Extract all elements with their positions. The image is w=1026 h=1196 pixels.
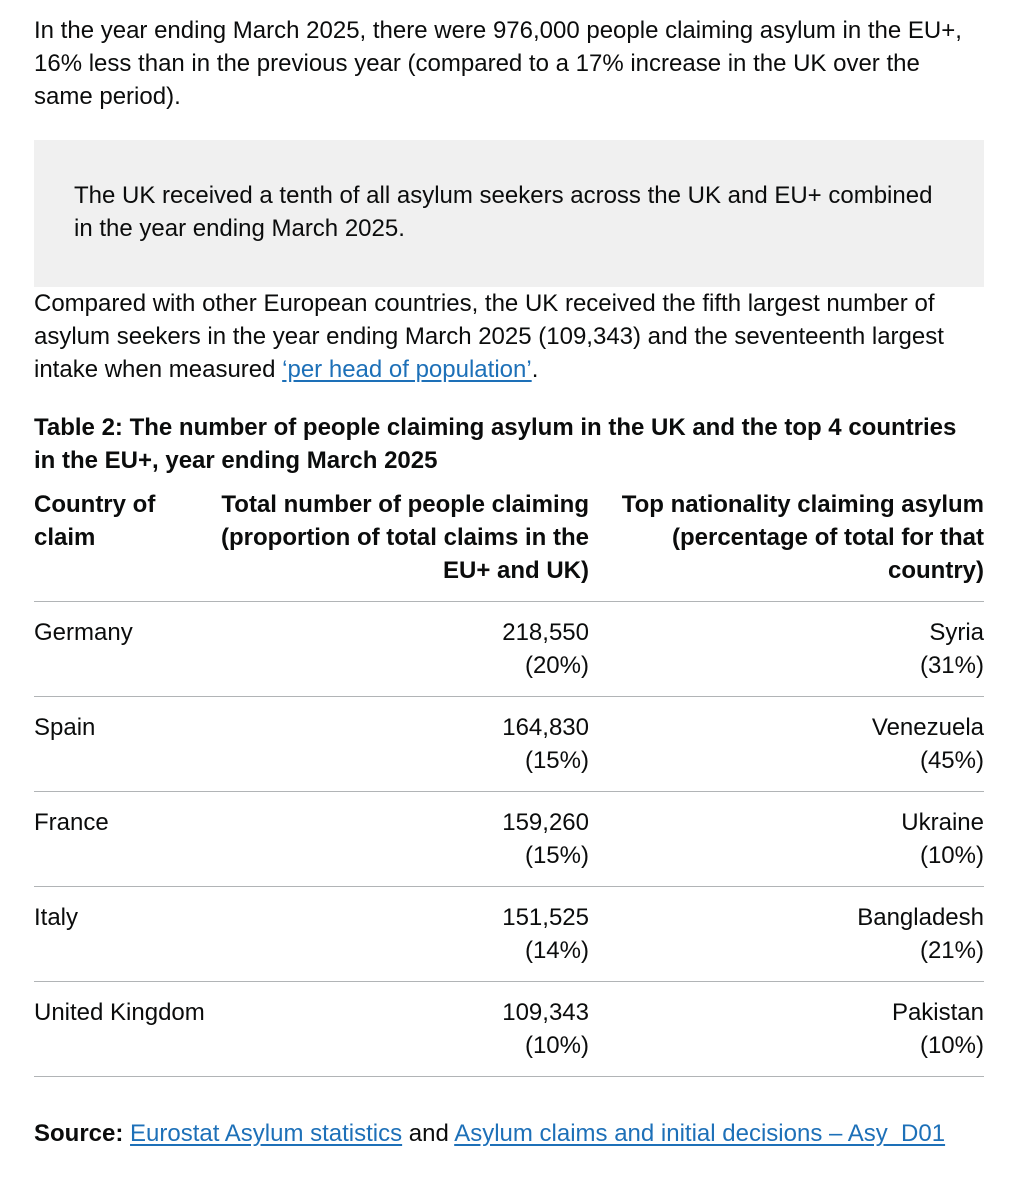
- cell-nationality: Venezuela (45%): [589, 696, 984, 792]
- total-percent: (20%): [524, 652, 589, 679]
- cell-country: United Kingdom: [34, 981, 209, 1077]
- total-value: 159,260: [502, 809, 589, 836]
- callout-box: The UK received a tenth of all asylum se…: [34, 140, 984, 287]
- asylum-claims-link[interactable]: Asylum claims and initial decisions – As…: [454, 1120, 946, 1147]
- header-nationality: Top nationality claiming asylum (percent…: [589, 488, 984, 602]
- intro-paragraph: In the year ending March 2025, there wer…: [34, 17, 962, 110]
- total-percent: (14%): [524, 937, 589, 964]
- table-caption: Table 2: The number of people claiming a…: [34, 414, 957, 474]
- table-row: United Kingdom 109,343 (10%) Pakistan (10%…: [34, 981, 984, 1077]
- cell-nationality: Bangladesh (21%): [589, 886, 984, 982]
- table-row: Spain 164,830 (15%) Venezuela (45%): [34, 696, 984, 792]
- nationality-percent: (31%): [919, 652, 984, 679]
- cell-total: 164,830 (15%): [209, 696, 589, 792]
- total-percent: (15%): [524, 747, 589, 774]
- cell-country: Germany: [34, 601, 209, 697]
- cell-country: Italy: [34, 886, 209, 982]
- cell-total: 159,260 (15%): [209, 791, 589, 887]
- asylum-table: Country of claim Total number of people …: [34, 488, 984, 1077]
- nationality-percent: (45%): [919, 747, 984, 774]
- nationality-value: Bangladesh: [857, 904, 984, 931]
- nationality-value: Venezuela: [871, 714, 984, 741]
- nationality-percent: (21%): [919, 937, 984, 964]
- cell-total: 151,525 (14%): [209, 886, 589, 982]
- table-row: Germany 218,550 (20%) Syria (31%): [34, 601, 984, 697]
- comparison-paragraph: Compared with other European countries, …: [34, 287, 984, 386]
- total-percent: (15%): [524, 842, 589, 869]
- cell-nationality: Pakistan (10%): [589, 981, 984, 1077]
- source-label: Source:: [34, 1120, 124, 1147]
- per-head-of-population-link[interactable]: ‘per head of population’: [282, 356, 532, 383]
- table-header-row: Country of claim Total number of people …: [34, 488, 984, 602]
- header-total: Total number of people claiming (proport…: [209, 488, 589, 602]
- comparison-text: Compared with other European countries, …: [34, 290, 944, 383]
- total-percent: (10%): [524, 1032, 589, 1059]
- nationality-value: Pakistan: [891, 999, 984, 1026]
- cell-country: France: [34, 791, 209, 887]
- cell-total: 109,343 (10%): [209, 981, 589, 1077]
- page: In the year ending March 2025, there wer…: [34, 17, 984, 1150]
- table-row: France 159,260 (15%) Ukraine (10%): [34, 791, 984, 887]
- source-line: Source: Eurostat Asylum statistics and A…: [34, 1117, 984, 1150]
- nationality-percent: (10%): [919, 1032, 984, 1059]
- total-value: 151,525: [502, 904, 589, 931]
- eurostat-link[interactable]: Eurostat Asylum statistics: [130, 1120, 403, 1147]
- cell-country: Spain: [34, 696, 209, 792]
- header-country: Country of claim: [34, 488, 209, 602]
- nationality-percent: (10%): [919, 842, 984, 869]
- total-value: 218,550: [502, 619, 589, 646]
- total-value: 109,343: [502, 999, 589, 1026]
- nationality-value: Ukraine: [901, 809, 984, 836]
- cell-total: 218,550 (20%): [209, 601, 589, 697]
- nationality-value: Syria: [929, 619, 984, 646]
- callout-text: The UK received a tenth of all asylum se…: [74, 182, 933, 242]
- cell-nationality: Syria (31%): [589, 601, 984, 697]
- comparison-text-end: .: [531, 356, 539, 383]
- source-joiner: and: [402, 1120, 455, 1147]
- cell-nationality: Ukraine (10%): [589, 791, 984, 887]
- total-value: 164,830: [502, 714, 589, 741]
- table-row: Italy 151,525 (14%) Bangladesh (21%): [34, 886, 984, 982]
